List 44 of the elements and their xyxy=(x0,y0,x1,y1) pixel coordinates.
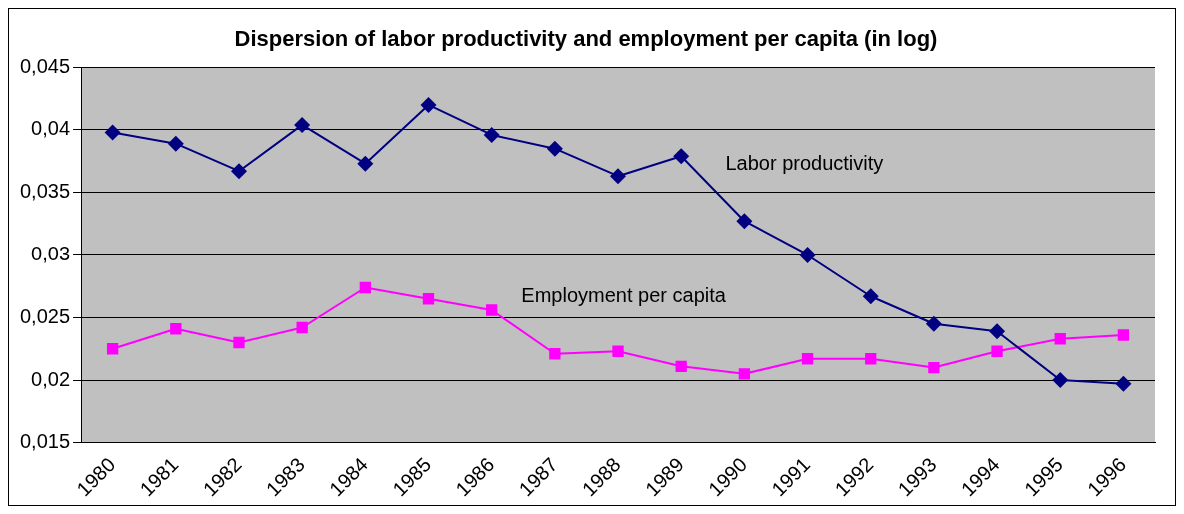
point xyxy=(1117,329,1130,341)
point xyxy=(799,246,816,263)
point xyxy=(294,116,311,133)
point xyxy=(1054,333,1066,345)
point xyxy=(422,293,435,305)
point xyxy=(675,360,687,372)
point xyxy=(549,348,561,360)
point xyxy=(420,96,437,113)
point xyxy=(230,163,247,180)
point xyxy=(865,353,877,365)
point xyxy=(104,124,121,141)
point xyxy=(612,345,624,357)
y-tick-label: 0,035 xyxy=(19,179,71,202)
point xyxy=(357,155,374,172)
y-tick-label: 0,02 xyxy=(31,367,71,390)
series-label: Labor productivity xyxy=(725,152,884,175)
point xyxy=(610,168,627,185)
y-tick-label: 0,04 xyxy=(31,117,71,140)
point xyxy=(1115,375,1132,392)
series-label: Employment per capita xyxy=(521,283,727,306)
point xyxy=(170,323,182,335)
y-tick-label: 0,03 xyxy=(31,242,71,265)
chart-title: Dispersion of labor productivity and employment per capita (in log) xyxy=(234,26,938,52)
y-tick-label: 0,015 xyxy=(19,430,71,453)
point xyxy=(928,361,940,374)
point xyxy=(991,345,1003,357)
point xyxy=(736,213,753,230)
point xyxy=(738,368,751,380)
point xyxy=(862,288,879,305)
point xyxy=(801,353,814,365)
point xyxy=(233,336,245,349)
point xyxy=(989,323,1006,340)
point xyxy=(1052,372,1069,389)
y-tick-label: 0,025 xyxy=(19,305,71,328)
point xyxy=(546,140,563,157)
y-tick-label: 0,045 xyxy=(19,54,71,77)
point xyxy=(486,304,498,316)
point xyxy=(296,321,308,334)
point xyxy=(673,148,690,165)
point xyxy=(925,315,942,332)
point xyxy=(167,135,184,152)
point xyxy=(106,343,119,355)
point xyxy=(483,126,500,143)
point xyxy=(359,281,371,294)
